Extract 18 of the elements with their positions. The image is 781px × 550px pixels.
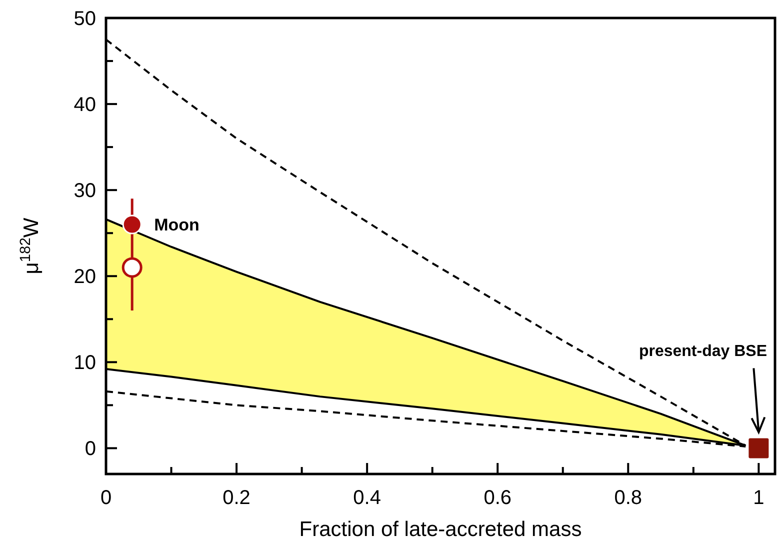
annotation: Moon (154, 215, 200, 234)
y-tick-label: 10 (74, 352, 96, 374)
point (122, 257, 142, 278)
annotation: present-day BSE (638, 343, 768, 360)
point (748, 438, 769, 458)
x-tick-label: 0.2 (222, 487, 250, 509)
point (122, 214, 142, 234)
y-tick-label: 0 (84, 438, 96, 460)
x-tick-label: 0.8 (614, 487, 642, 509)
x-axis-title: Fraction of late-accreted mass (299, 518, 582, 541)
y-tick-label: 50 (74, 8, 96, 30)
y-tick-label: 40 (74, 94, 96, 116)
x-tick-label: 0 (100, 487, 112, 509)
x-tick-label: 0.6 (484, 487, 512, 509)
y-tick-label: 30 (74, 180, 96, 202)
x-tick-label: 1 (753, 487, 764, 509)
y-tick-label: 20 (74, 266, 96, 288)
x-tick-label: 0.4 (353, 487, 381, 509)
